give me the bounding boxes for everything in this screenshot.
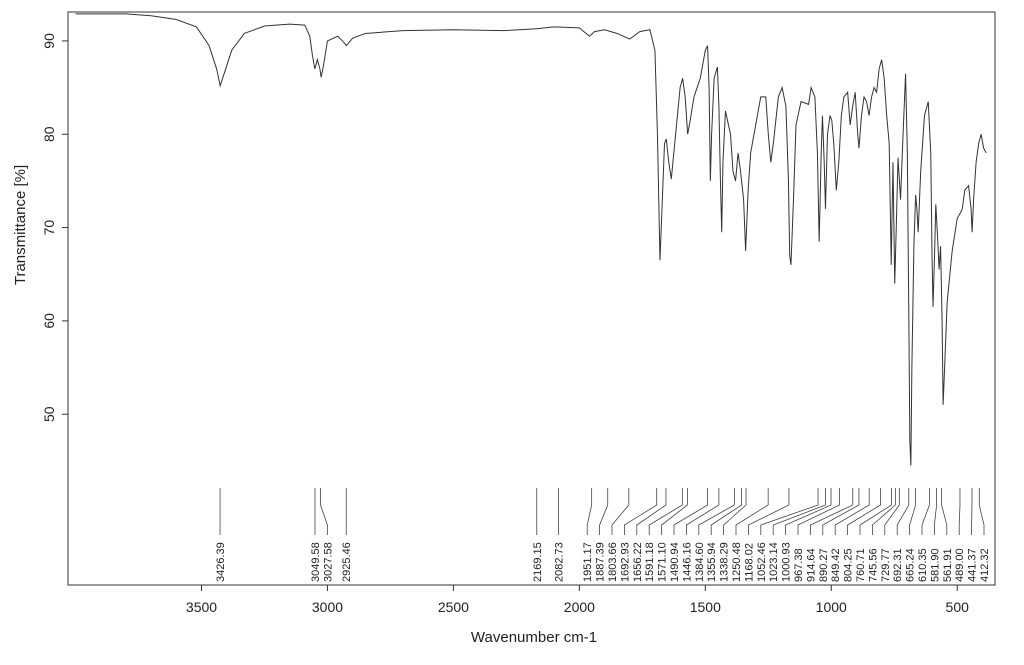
x-tick-label: 3000 <box>312 599 343 615</box>
peak-leader <box>884 488 900 535</box>
peak-leader <box>810 488 854 535</box>
peak-leader <box>760 488 819 535</box>
peak-leader <box>822 488 860 535</box>
peak-leader <box>859 488 892 535</box>
peak-label: 1338.29 <box>719 542 731 582</box>
peak-leader <box>872 488 896 535</box>
peak-leader <box>710 488 743 535</box>
y-axis-label: Transmittance [%] <box>12 165 29 285</box>
x-tick-label: 2000 <box>564 599 595 615</box>
peak-leader <box>772 488 826 535</box>
peak-label: 890.27 <box>818 548 830 582</box>
peak-label: 1250.48 <box>731 542 743 582</box>
peak-leader <box>599 488 609 535</box>
peak-label: 1446.16 <box>681 542 693 582</box>
peak-label: 2082.73 <box>554 542 566 582</box>
peak-label: 3049.58 <box>310 542 322 582</box>
peak-leader <box>934 488 937 535</box>
peak-label: 1052.46 <box>756 542 768 582</box>
peak-label: 1803.66 <box>607 542 619 582</box>
peak-label: 1887.39 <box>595 542 607 582</box>
y-tick-label: 60 <box>41 313 57 329</box>
peak-label: 610.35 <box>917 548 929 582</box>
peak-leader <box>921 488 930 535</box>
peak-label: 581.90 <box>929 548 941 582</box>
peak-label: 692.31 <box>892 548 904 582</box>
peak-label: 1490.94 <box>669 542 681 582</box>
y-tick-label: 80 <box>41 126 57 142</box>
peak-leader <box>785 488 832 535</box>
peak-label: 3426.39 <box>215 542 227 582</box>
peak-leader <box>978 488 985 535</box>
peak-label: 1023.14 <box>768 542 780 582</box>
peak-label: 914.64 <box>805 548 817 582</box>
peak-label: 412.32 <box>979 548 991 582</box>
x-tick-label: 1500 <box>690 599 721 615</box>
peak-label: 1168.02 <box>743 543 755 582</box>
spectrum-line <box>75 13 987 466</box>
peak-label: 489.00 <box>954 548 966 582</box>
peak-label: 441.37 <box>967 548 979 582</box>
peak-label: 1384.60 <box>694 542 706 582</box>
peak-leader <box>896 488 910 535</box>
peak-leader <box>723 488 747 535</box>
y-tick-label: 70 <box>41 220 57 236</box>
peak-leader <box>611 488 630 535</box>
peak-leader <box>847 488 881 535</box>
peak-label: 849.42 <box>830 548 842 582</box>
x-tick-label: 500 <box>946 599 970 615</box>
peak-label: 760.71 <box>855 548 867 582</box>
x-tick-label: 2500 <box>438 599 469 615</box>
peak-leader <box>586 488 593 535</box>
peak-leader <box>648 488 683 535</box>
peak-label: 561.91 <box>942 548 954 582</box>
peak-label: 967.38 <box>793 548 805 582</box>
peak-label: 2925.46 <box>341 542 353 582</box>
plot-frame <box>67 11 996 586</box>
peak-label: 1692.93 <box>619 542 631 582</box>
peak-label: 1355.94 <box>706 542 718 582</box>
peak-leader <box>797 488 840 535</box>
peak-leader <box>735 488 769 535</box>
x-axis-label: Wavenumber cm-1 <box>471 629 597 646</box>
peak-label: 804.25 <box>843 548 855 582</box>
x-tick-label: 3500 <box>186 599 217 615</box>
peak-label: 1591.18 <box>644 542 656 582</box>
peak-label: 745.56 <box>867 548 879 582</box>
peak-label: 1656.22 <box>632 542 644 582</box>
y-tick-label: 90 <box>41 33 57 49</box>
peak-label: 1571.10 <box>657 542 669 582</box>
peak-label: 2169.15 <box>532 542 544 582</box>
peak-label: 1000.93 <box>781 542 793 582</box>
peak-leader <box>624 488 658 535</box>
peak-leader <box>698 488 735 535</box>
peak-leader <box>909 488 916 535</box>
x-tick-label: 1000 <box>816 599 847 615</box>
y-tick-label: 50 <box>41 406 57 422</box>
peak-leader <box>941 488 948 535</box>
peak-leader <box>673 488 708 535</box>
peak-label: 3027.58 <box>322 542 334 582</box>
peak-label: 665.24 <box>905 548 917 582</box>
peak-leader <box>958 488 961 535</box>
peak-leader <box>834 488 870 535</box>
peak-leader <box>661 488 688 535</box>
peak-leader <box>748 488 790 535</box>
peak-leader <box>686 488 720 535</box>
peak-leader <box>636 488 667 535</box>
peak-leader <box>320 488 328 535</box>
peak-label: 729.77 <box>880 548 892 582</box>
peak-label: 1951.17 <box>582 542 594 582</box>
